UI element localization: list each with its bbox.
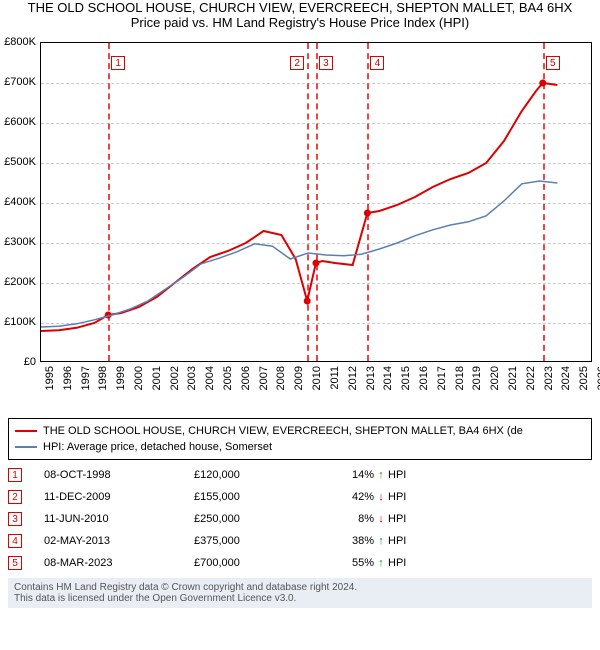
legend-swatch (15, 430, 37, 432)
sale-table: 108-OCT-1998£120,00014%↑HPI211-DEC-2009£… (8, 464, 592, 574)
x-tick-label: 2004 (204, 366, 216, 406)
x-tick-label: 2012 (347, 366, 359, 406)
x-tick-label: 2024 (560, 366, 572, 406)
series-line (41, 181, 557, 327)
x-tick-label: 2006 (240, 366, 252, 406)
plot-area: 12345 (40, 42, 592, 362)
legend-label: THE OLD SCHOOL HOUSE, CHURCH VIEW, EVERC… (43, 425, 523, 437)
y-tick-label: £100K (0, 316, 36, 328)
x-tick-label: 2019 (471, 366, 483, 406)
sale-number-box: 5 (8, 556, 22, 570)
x-tick-label: 2023 (543, 366, 555, 406)
sale-number-box: 1 (8, 468, 22, 482)
sale-row: 2 11-DEC-2009£155,00042%↓HPI (8, 486, 592, 508)
x-tick-label: 2020 (489, 366, 501, 406)
series-line (41, 83, 557, 331)
y-tick-label: £400K (0, 196, 36, 208)
sale-price: £700,000 (194, 557, 314, 569)
x-tick-label: 2010 (311, 366, 323, 406)
sale-price: £155,000 (194, 491, 314, 503)
x-tick-label: 2017 (436, 366, 448, 406)
sale-point (364, 210, 371, 217)
x-tick-label: 2003 (186, 366, 198, 406)
x-tick-label: 1995 (44, 366, 56, 406)
footer-line-2: This data is licensed under the Open Gov… (14, 593, 586, 604)
chart-title-2: Price paid vs. HM Land Registry's House … (0, 15, 600, 30)
sale-number-box: 2 (8, 490, 22, 504)
y-tick-label: £700K (0, 76, 36, 88)
footer-line-1: Contains HM Land Registry data © Crown c… (14, 582, 586, 593)
x-tick-label: 2025 (578, 366, 590, 406)
legend-label: HPI: Average price, detached house, Some… (43, 441, 272, 453)
x-tick-label: 2000 (133, 366, 145, 406)
sale-price: £120,000 (194, 469, 314, 481)
sale-date: 08-MAR-2023 (44, 557, 194, 569)
sale-number-box: 3 (8, 512, 22, 526)
x-tick-label: 2014 (382, 366, 394, 406)
sale-row: 4 02-MAY-2013£375,00038%↑HPI (8, 530, 592, 552)
x-tick-label: 2021 (507, 366, 519, 406)
sale-point (304, 298, 311, 305)
y-tick-label: £200K (0, 276, 36, 288)
sale-date: 02-MAY-2013 (44, 535, 194, 547)
y-tick-label: £300K (0, 236, 36, 248)
sale-date: 11-DEC-2009 (44, 491, 194, 503)
x-tick-label: 2018 (454, 366, 466, 406)
legend-swatch (15, 446, 37, 448)
x-tick-label: 2022 (525, 366, 537, 406)
x-tick-label: 2011 (329, 366, 341, 406)
y-tick-label: £0 (0, 356, 36, 368)
legend-row: HPI: Average price, detached house, Some… (15, 439, 585, 455)
chart-area: 12345 £0 £100K £200K £300K £400K £500K £600K £70… (0, 34, 600, 412)
sale-date: 11-JUN-2010 (44, 513, 194, 525)
sale-delta: 42% (314, 491, 374, 503)
x-tick-label: 2009 (293, 366, 305, 406)
sale-delta: 14% (314, 469, 374, 481)
sale-hpi-label: HPI (388, 469, 418, 481)
sale-number-box: 4 (8, 534, 22, 548)
x-tick-label: 2005 (222, 366, 234, 406)
sale-arrow-icon: ↓ (374, 491, 388, 503)
sale-row: 1 08-OCT-1998£120,00014%↑HPI (8, 464, 592, 486)
x-tick-label: 1999 (115, 366, 127, 406)
sale-date: 08-OCT-1998 (44, 469, 194, 481)
x-tick-label: 2015 (400, 366, 412, 406)
sale-point (312, 260, 319, 267)
sale-hpi-label: HPI (388, 491, 418, 503)
x-tick-label: 2026 (596, 366, 600, 406)
chart-title-1: THE OLD SCHOOL HOUSE, CHURCH VIEW, EVERC… (0, 0, 600, 15)
sale-hpi-label: HPI (388, 513, 418, 525)
x-tick-label: 2002 (169, 366, 181, 406)
x-tick-label: 2007 (258, 366, 270, 406)
x-tick-label: 2008 (275, 366, 287, 406)
x-tick-label: 2013 (365, 366, 377, 406)
x-tick-label: 2016 (418, 366, 430, 406)
x-tick-label: 1996 (62, 366, 74, 406)
y-tick-label: £800K (0, 36, 36, 48)
x-tick-label: 1998 (97, 366, 109, 406)
series-svg (41, 43, 593, 363)
sale-row: 3 11-JUN-2010£250,0008%↓HPI (8, 508, 592, 530)
sale-point (539, 80, 546, 87)
sale-arrow-icon: ↓ (374, 513, 388, 525)
sale-arrow-icon: ↑ (374, 535, 388, 547)
sale-hpi-label: HPI (388, 535, 418, 547)
x-tick-label: 1997 (80, 366, 92, 406)
x-tick-label: 2001 (151, 366, 163, 406)
legend: THE OLD SCHOOL HOUSE, CHURCH VIEW, EVERC… (8, 418, 592, 460)
sale-delta: 8% (314, 513, 374, 525)
y-tick-label: £600K (0, 116, 36, 128)
sale-price: £375,000 (194, 535, 314, 547)
sale-delta: 38% (314, 535, 374, 547)
sale-price: £250,000 (194, 513, 314, 525)
sale-arrow-icon: ↑ (374, 469, 388, 481)
legend-row: THE OLD SCHOOL HOUSE, CHURCH VIEW, EVERC… (15, 423, 585, 439)
footer: Contains HM Land Registry data © Crown c… (8, 578, 592, 608)
y-tick-label: £500K (0, 156, 36, 168)
sale-arrow-icon: ↑ (374, 557, 388, 569)
sale-delta: 55% (314, 557, 374, 569)
sale-hpi-label: HPI (388, 557, 418, 569)
sale-row: 5 08-MAR-2023£700,00055%↑HPI (8, 552, 592, 574)
